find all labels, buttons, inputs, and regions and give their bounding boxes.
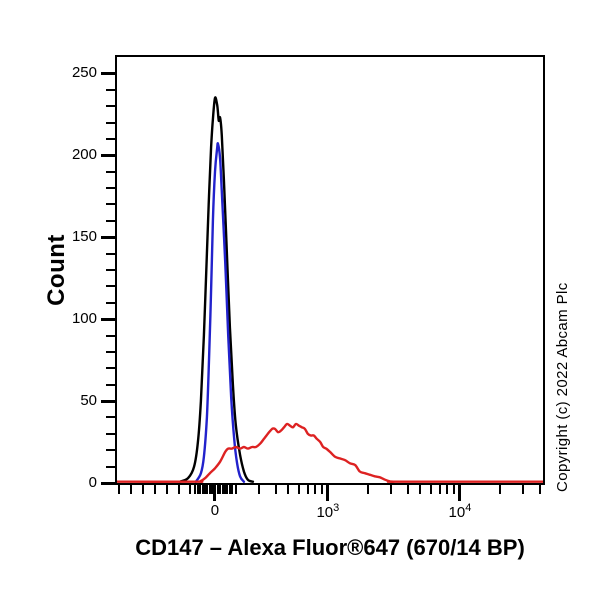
x-minor-tick	[153, 485, 156, 494]
y-minor-tick	[106, 269, 115, 271]
y-tick-label: 100	[71, 310, 97, 328]
x-minor-tick	[366, 485, 369, 494]
y-minor-tick	[106, 465, 115, 468]
y-tick-label: 250	[71, 64, 97, 82]
y-minor-tick	[106, 88, 115, 91]
x-minor-tick	[306, 485, 309, 494]
x-minor-tick	[118, 485, 121, 494]
x-minor-tick	[226, 485, 229, 494]
y-minor-tick	[106, 416, 115, 419]
x-minor-tick	[446, 485, 449, 494]
x-minor-tick	[389, 485, 392, 494]
x-minor-tick	[521, 485, 524, 494]
x-minor-tick	[452, 485, 455, 494]
x-minor-tick	[219, 485, 222, 494]
plot-area	[115, 55, 545, 485]
x-minor-tick	[320, 485, 323, 494]
histogram-curves	[117, 96, 543, 483]
y-minor-tick	[106, 105, 115, 108]
x-minor-tick	[418, 485, 421, 494]
x-tick-label: 104	[448, 502, 472, 521]
x-major-tick	[213, 485, 217, 501]
y-minor-tick	[106, 367, 115, 370]
x-minor-tick	[228, 485, 231, 494]
x-minor-tick	[297, 485, 300, 494]
y-minor-tick	[106, 252, 115, 255]
y-major-tick	[101, 71, 115, 75]
x-minor-tick	[193, 485, 196, 494]
x-minor-tick	[274, 485, 277, 494]
x-minor-tick	[178, 485, 181, 494]
y-minor-tick	[106, 432, 115, 435]
x-minor-tick	[208, 485, 211, 494]
x-minor-tick	[406, 485, 409, 494]
blue-secondary-curve	[194, 142, 246, 483]
x-minor-tick	[201, 485, 204, 494]
x-major-tick	[326, 485, 330, 501]
y-minor-tick	[106, 449, 115, 452]
y-major-tick	[101, 481, 115, 485]
x-minor-tick	[438, 485, 441, 494]
x-minor-tick	[206, 485, 209, 494]
y-minor-tick	[106, 350, 115, 353]
x-minor-tick	[165, 485, 168, 494]
y-major-tick	[101, 235, 115, 239]
x-minor-tick	[199, 485, 202, 494]
x-minor-tick	[141, 485, 144, 494]
y-minor-tick	[106, 383, 115, 386]
red-cd147-curve	[117, 422, 543, 483]
y-tick-label: 50	[80, 392, 97, 410]
x-minor-tick	[216, 485, 219, 494]
x-minor-tick	[257, 485, 260, 494]
y-minor-tick	[106, 203, 115, 206]
x-minor-tick	[221, 485, 224, 494]
x-major-tick	[458, 485, 462, 501]
black-control-curve	[178, 96, 255, 483]
y-minor-tick	[106, 219, 115, 222]
x-minor-tick	[130, 485, 133, 494]
x-minor-tick	[231, 485, 234, 494]
y-major-tick	[101, 399, 115, 403]
x-minor-tick	[188, 485, 191, 494]
x-axis-title: CD147 – Alexa Fluor®647 (670/14 BP)	[135, 535, 525, 560]
y-minor-tick	[106, 121, 115, 124]
y-minor-tick	[106, 170, 115, 173]
x-minor-tick	[539, 485, 542, 494]
y-minor-tick	[106, 334, 115, 337]
x-minor-tick	[498, 485, 501, 494]
y-major-tick	[101, 317, 115, 321]
x-minor-tick	[224, 485, 227, 494]
y-minor-tick	[106, 187, 115, 190]
y-major-tick	[101, 153, 115, 157]
y-tick-label: 200	[71, 146, 97, 164]
y-tick-label: 150	[71, 228, 97, 246]
x-minor-tick	[204, 485, 207, 494]
x-minor-tick	[286, 485, 289, 494]
copyright-text: Copyright (c) 2022 Abcam Plc	[554, 282, 571, 492]
x-tick-label: 0	[210, 502, 220, 519]
x-minor-tick	[429, 485, 432, 494]
x-minor-tick	[211, 485, 214, 494]
x-minor-tick	[196, 485, 199, 494]
y-minor-tick	[106, 301, 115, 304]
x-tick-label: 103	[316, 502, 340, 521]
y-minor-tick	[106, 285, 115, 288]
y-tick-label: 0	[88, 474, 97, 491]
y-minor-tick	[106, 137, 115, 140]
x-minor-tick	[314, 485, 317, 494]
x-minor-tick	[234, 485, 237, 494]
